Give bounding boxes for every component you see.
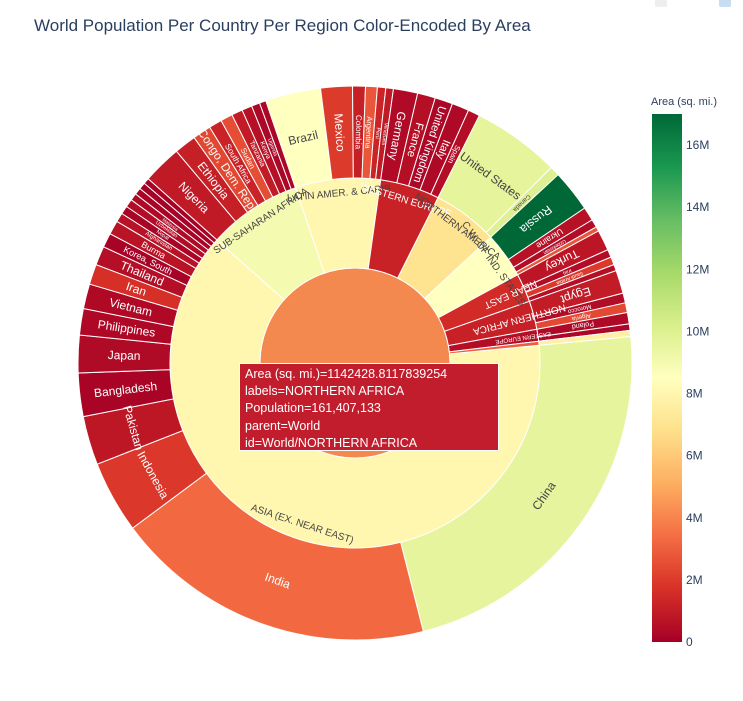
sector-country-australia[interactable] (538, 329, 632, 346)
chart-title: World Population Per Country Per Region … (34, 16, 531, 35)
colorbar-tick-label: 0 (686, 635, 693, 649)
hover-area: Area (sq. mi.)=1142428.8117839254 (245, 367, 448, 381)
sector-label-colombia: Colombia (354, 115, 364, 150)
sector-label-poland: Poland (571, 319, 595, 332)
colorbar-tick-label: 4M (686, 511, 703, 525)
colorbar-tick-label: 2M (686, 573, 703, 587)
colorbar-tick-label: 12M (686, 262, 709, 276)
colorbar-tick-label: 16M (686, 138, 709, 152)
sector-label-venezuela: Venezuela (380, 122, 389, 145)
sector-label-algeria: Algeria (571, 311, 592, 322)
colorbar: Area (sq. mi.) 0 2M 4M 6M 8M 10M 12M 14M 16M (651, 96, 717, 649)
hover-parent: parent=World (245, 418, 321, 433)
sector-label-argentina: Argentina (363, 116, 374, 149)
colorbar-tick-label: 8M (686, 387, 703, 401)
colorbar-tick-label: 6M (686, 449, 703, 463)
sunburst-sectors (77, 85, 633, 641)
modebar[interactable] (649, 0, 735, 8)
colorbar-tick-label: 10M (686, 324, 709, 338)
hover-population: Population=161,407,133 (245, 401, 381, 416)
sector-label-brazil: Brazil (287, 128, 319, 148)
sector-label-japan: Japan (108, 348, 141, 363)
colorbar-title: Area (sq. mi.) (651, 96, 717, 108)
sector-label-iran: Iran (124, 279, 148, 299)
colorbar-gradient (652, 114, 682, 642)
hover-id: id=World/NORTHERN AFRICA (245, 435, 418, 450)
hover-labels: labels=NORTHERN AFRICA (245, 384, 405, 399)
camera-icon[interactable] (655, 0, 667, 7)
sector-label-iraq: Iraq (562, 267, 572, 276)
plotly-logo-icon[interactable] (719, 0, 731, 7)
sector-label-peru: Peru (374, 127, 381, 139)
hover-tooltip: Area (sq. mi.)=1142428.8117839254 labels… (239, 363, 499, 451)
sector-country-china[interactable] (400, 335, 633, 633)
colorbar-tick-label: 14M (686, 200, 709, 214)
sector-label-mexico: Mexico (331, 113, 348, 152)
